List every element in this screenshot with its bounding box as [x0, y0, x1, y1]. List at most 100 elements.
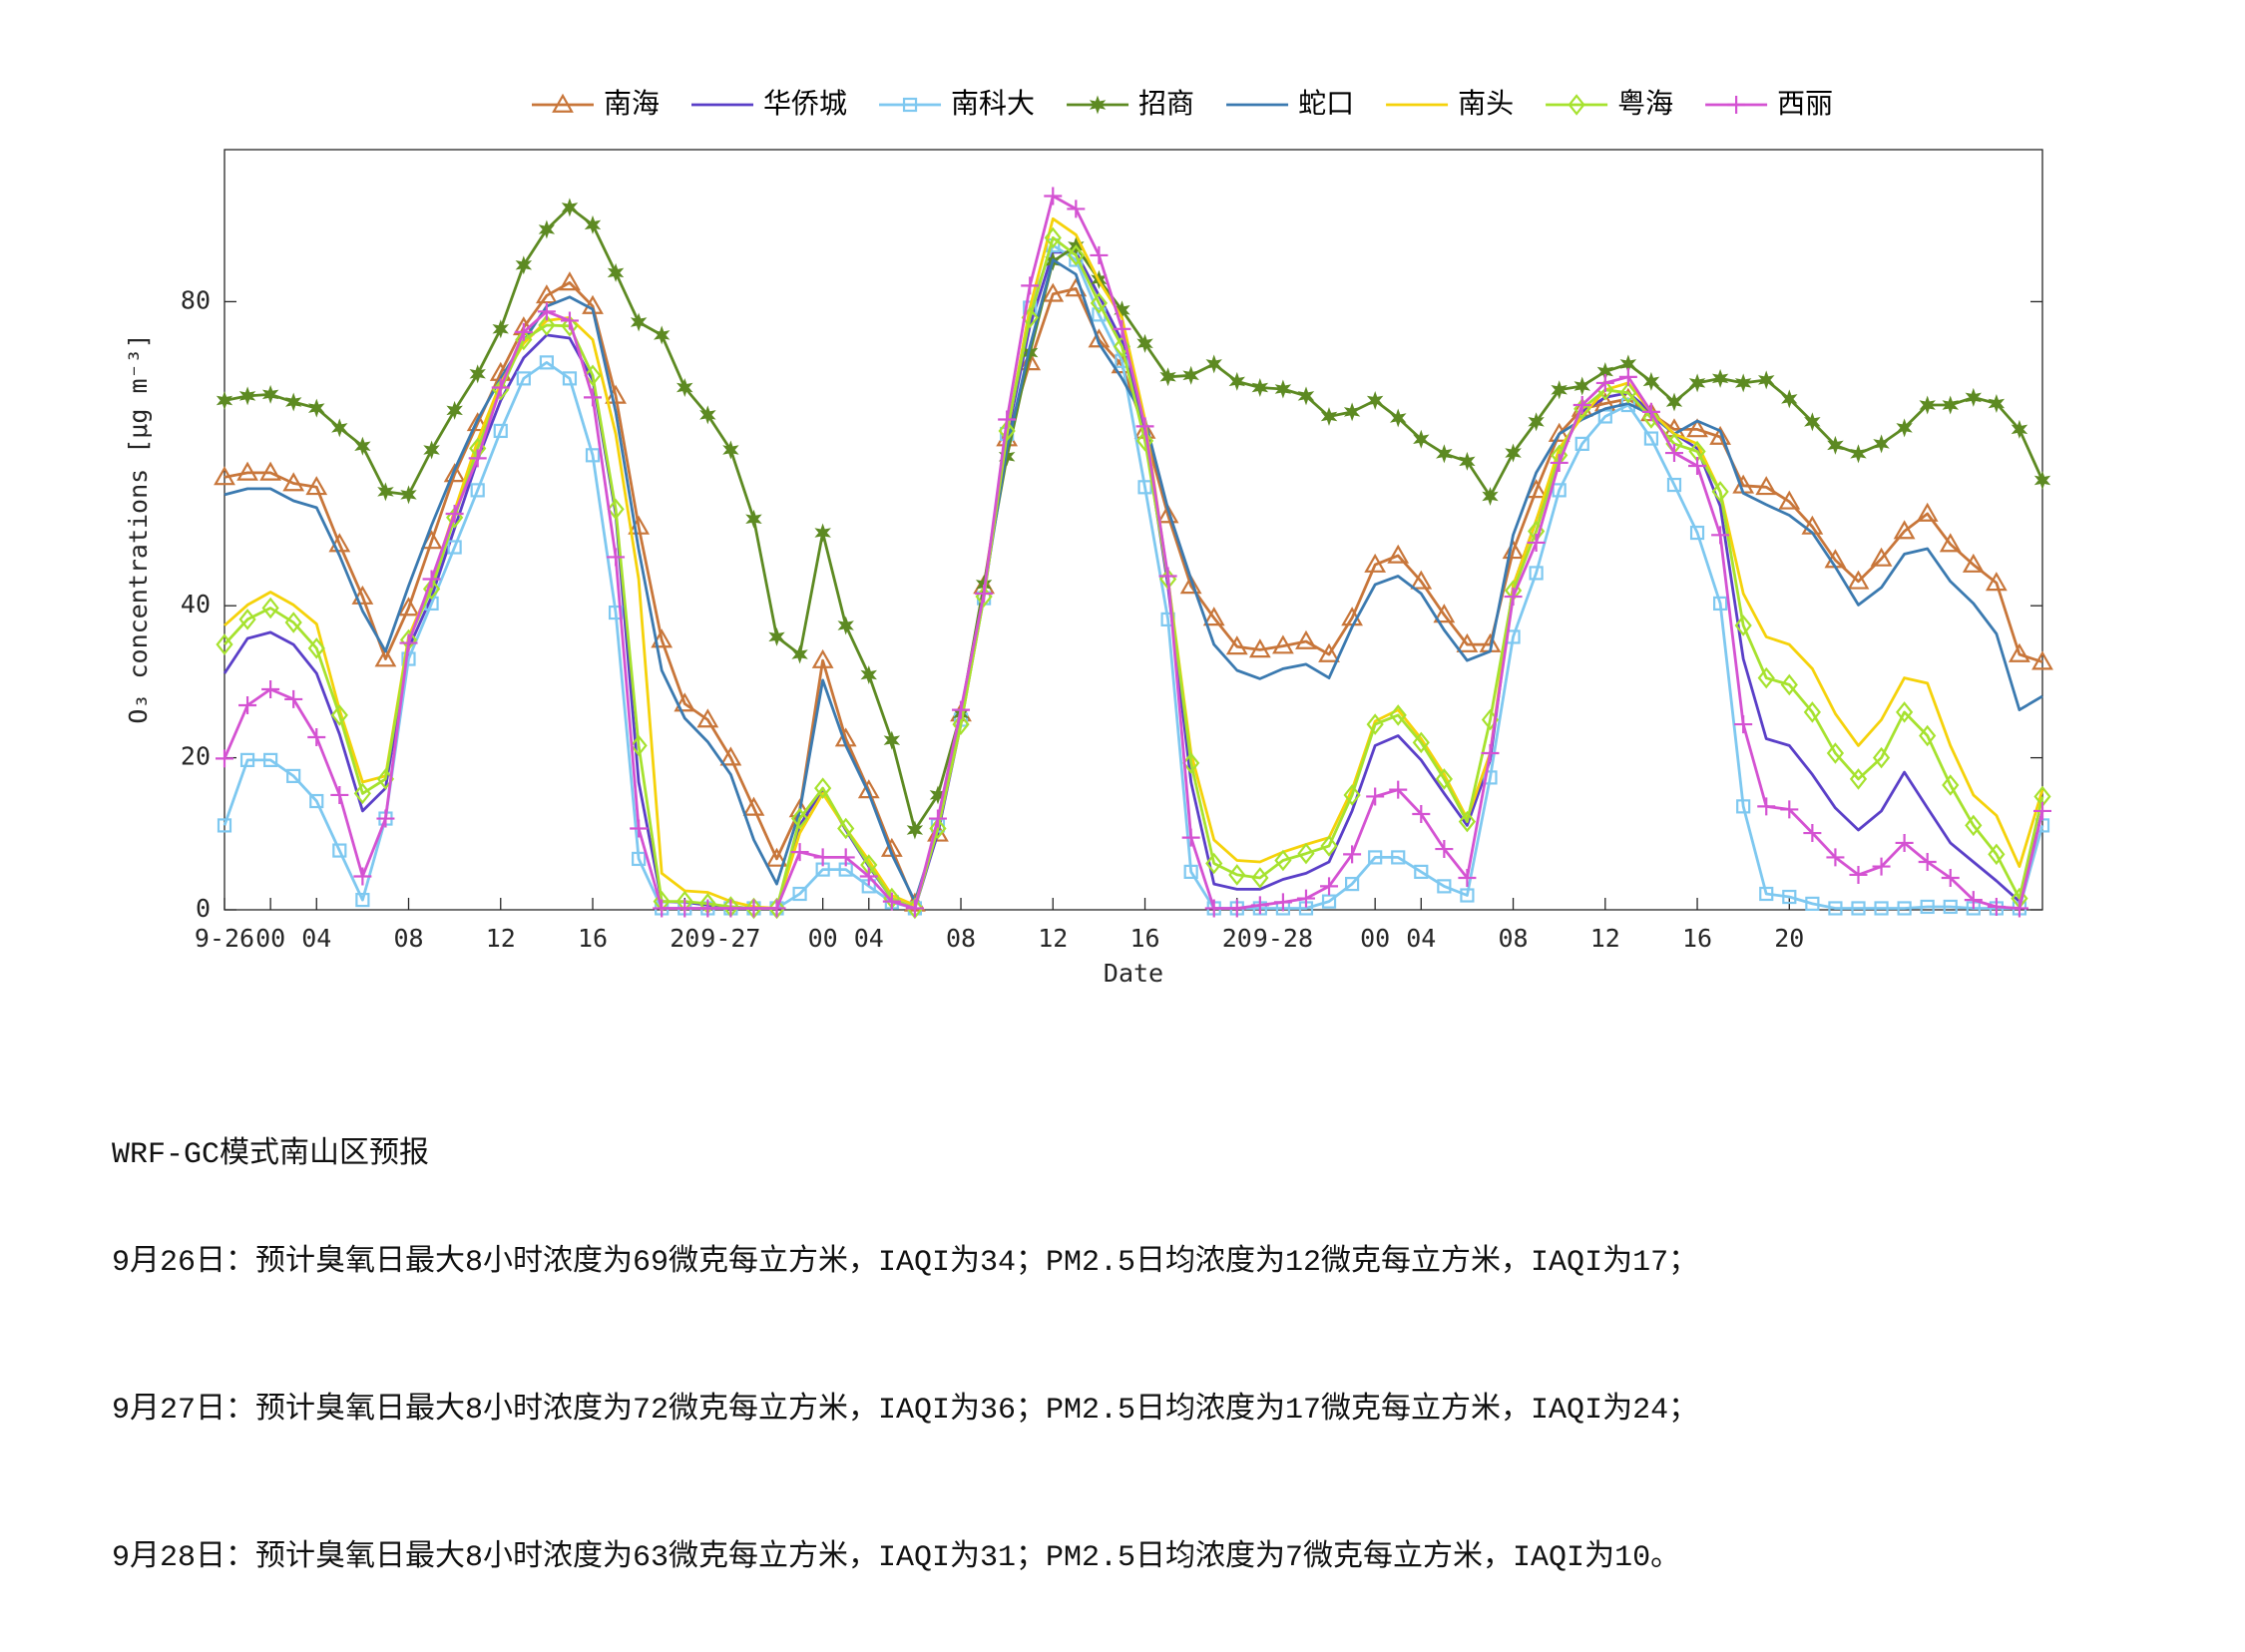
marker [1182, 752, 1200, 774]
marker [263, 752, 278, 767]
marker [952, 700, 971, 719]
x-tick-label: 08 [393, 924, 423, 953]
marker [1780, 800, 1799, 819]
marker [1780, 673, 1798, 696]
series-line [224, 258, 2043, 903]
x-tick-label: 16 [578, 924, 608, 953]
marker [998, 420, 1016, 442]
marker [1572, 396, 1591, 415]
marker [539, 355, 554, 370]
forecast-heading: WRF-GC模式南山区预报 [112, 1138, 430, 1172]
marker [814, 777, 832, 799]
marker [216, 749, 233, 768]
marker [1251, 377, 1269, 398]
forecast-line: 9月26日：预计臭氧日最大8小时浓度为69微克每立方米，IAQI为34；PM2.… [112, 1246, 1699, 1280]
marker [675, 377, 693, 398]
marker [1849, 768, 1868, 790]
marker [1757, 666, 1775, 689]
x-tick-label: 12 [1038, 924, 1068, 953]
marker [332, 843, 347, 858]
marker [719, 746, 742, 766]
legend: 南海 华侨城 南科大 招商 蛇口 南头 粤海 西丽 [532, 87, 1833, 120]
marker [1688, 373, 1706, 393]
x-tick-label: 08 [946, 924, 976, 953]
marker [1205, 852, 1223, 875]
marker [1529, 566, 1544, 581]
marker [1942, 395, 1960, 415]
marker [1643, 431, 1659, 446]
marker [1067, 244, 1085, 266]
marker [788, 798, 811, 818]
marker [1826, 848, 1845, 867]
marker [1250, 896, 1269, 915]
marker [1965, 814, 1983, 837]
marker [445, 504, 464, 523]
forecast-line: 9月28日：预计臭氧日最大8小时浓度为63微克每立方米，IAQI为31；PM2.… [112, 1541, 1681, 1575]
marker [1135, 430, 1154, 452]
marker [653, 325, 671, 345]
marker [1202, 607, 1225, 626]
marker [493, 423, 508, 439]
marker [1504, 588, 1523, 607]
marker [354, 436, 371, 456]
marker [443, 463, 466, 483]
marker [1413, 429, 1430, 449]
marker [238, 609, 256, 630]
marker [353, 782, 371, 805]
marker [1550, 453, 1569, 472]
marker [1272, 634, 1294, 654]
marker [330, 704, 348, 726]
marker [1803, 701, 1821, 723]
x-tick-label: 00 [808, 924, 838, 953]
marker [1759, 886, 1774, 902]
marker [722, 440, 739, 460]
marker [975, 585, 994, 604]
marker [468, 449, 487, 468]
x-tick-label: 04 [854, 924, 884, 953]
marker [630, 819, 649, 838]
marker [1205, 354, 1222, 374]
legend-marker [1089, 95, 1107, 115]
marker [1943, 899, 1958, 915]
marker [1251, 867, 1269, 889]
marker [1228, 864, 1246, 886]
marker [1456, 632, 1479, 652]
marker [1389, 780, 1408, 799]
marker [214, 466, 235, 486]
marker [282, 472, 305, 492]
marker [236, 461, 258, 481]
marker [1414, 864, 1429, 880]
legend-label: 粤海 [1617, 87, 1673, 120]
x-tick-label: 16 [1129, 924, 1159, 953]
marker [632, 851, 647, 867]
marker [1665, 392, 1683, 412]
marker [630, 734, 648, 757]
marker [814, 523, 831, 543]
marker [1664, 444, 1683, 463]
marker [259, 461, 282, 481]
marker [1850, 444, 1867, 464]
marker [1548, 422, 1571, 442]
marker [238, 696, 257, 715]
marker [1412, 804, 1431, 823]
marker [1090, 245, 1109, 264]
marker [284, 689, 303, 708]
marker [607, 262, 625, 282]
x-tick-label: 20 [1222, 924, 1252, 953]
marker [1849, 865, 1868, 884]
marker [790, 843, 809, 862]
marker [767, 899, 786, 918]
marker [1734, 373, 1752, 393]
marker [1090, 292, 1109, 314]
marker [1295, 629, 1317, 649]
marker [1985, 572, 2008, 592]
marker [882, 892, 901, 911]
marker [515, 328, 533, 351]
marker [1297, 842, 1315, 865]
marker [1988, 843, 2006, 866]
marker [1502, 540, 1525, 560]
legend-marker [1568, 94, 1585, 116]
marker [584, 364, 602, 387]
marker [1482, 487, 1499, 507]
marker [651, 628, 674, 648]
